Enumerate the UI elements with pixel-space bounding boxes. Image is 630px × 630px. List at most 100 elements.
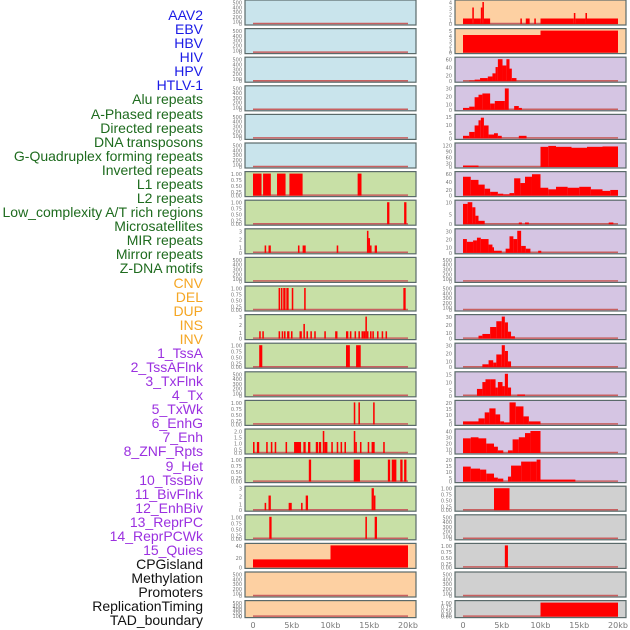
y-tick-label: 300 (232, 268, 242, 274)
bar (514, 178, 521, 196)
bar (494, 488, 510, 511)
y-tick-label: 500 (442, 515, 452, 521)
bar (489, 408, 496, 425)
bar (305, 495, 309, 511)
y-tick-label: 0 (449, 222, 452, 228)
bar (534, 18, 536, 24)
bar (540, 479, 576, 482)
bar (324, 331, 326, 339)
panel-background (244, 199, 417, 226)
y-tick-label: 100 (442, 306, 452, 312)
y-tick-label: 2 (449, 44, 452, 50)
y-tick-label: 300 (232, 608, 242, 614)
bar (474, 125, 479, 139)
bar (463, 107, 470, 110)
y-tick-label: 3 (239, 315, 242, 321)
y-tick-label: 100 (232, 77, 242, 83)
bar (294, 442, 302, 453)
y-tick-label: 0.75 (231, 521, 242, 527)
y-tick-label: 300 (232, 96, 242, 102)
bar (500, 421, 505, 425)
row-label: Directed repeats (100, 119, 203, 136)
y-tick-label: 15 (446, 407, 452, 413)
y-tick-label: 0 (449, 308, 452, 314)
bar (507, 476, 512, 482)
y-tick-label: 20 (446, 352, 452, 358)
track-panel-right: 30 20 100 (446, 228, 627, 257)
bar (497, 59, 503, 82)
bar (483, 18, 491, 24)
track-panel-right: 30 20 100 (446, 314, 627, 343)
bar (494, 133, 498, 139)
y-tick-label: 400 (442, 291, 452, 297)
bar (502, 65, 507, 82)
bar (610, 189, 618, 196)
panel-background (244, 399, 417, 426)
bar (587, 18, 618, 24)
bar (509, 236, 514, 253)
y-tick-label: 20 (446, 94, 452, 100)
y-tick-label: 200 (232, 158, 242, 164)
track-panel-right: 15 10 50 (446, 113, 627, 142)
y-tick-label: 500 (232, 115, 242, 121)
bar (497, 478, 504, 482)
bar (266, 442, 268, 453)
bar (486, 473, 494, 482)
y-tick-label: 60 (446, 172, 452, 178)
y-tick-label: 200 (442, 301, 452, 307)
y-tick-label: 500 (232, 258, 242, 264)
bar (504, 322, 508, 339)
bar (264, 245, 267, 253)
track-panel-left: 2.01.51.00.50.0 (234, 428, 417, 457)
bar (478, 184, 485, 196)
y-tick-label: 10 (446, 102, 452, 108)
bar (504, 373, 508, 396)
y-tick-label: 0.50 (441, 556, 452, 562)
panel-background (244, 28, 417, 55)
track-panel-left: 1.000.750.500.250.00 (231, 399, 417, 428)
y-tick-label: 15 (446, 464, 452, 470)
bar (521, 461, 531, 482)
y-tick-label: 30 (446, 86, 452, 92)
panel-background (454, 571, 627, 598)
y-tick-label: 20 (236, 556, 242, 562)
y-tick-label: 0.75 (231, 178, 242, 184)
y-tick-label: 200 (232, 101, 242, 107)
bar (253, 559, 331, 568)
panel-background (454, 256, 627, 283)
y-tick-label: 0 (449, 537, 452, 543)
bar (365, 516, 367, 539)
bar (400, 459, 403, 482)
y-tick-label: 0 (239, 394, 242, 400)
y-tick-label: 3 (449, 39, 452, 45)
y-tick-label: 0 (449, 279, 452, 285)
bar (349, 331, 352, 339)
bar (490, 327, 497, 339)
bar (484, 412, 490, 425)
bar (469, 131, 475, 139)
bar (308, 459, 312, 482)
y-tick-label: 1.00 (231, 287, 242, 293)
bar (377, 331, 379, 339)
track-panel-right: 10 5 0 (446, 199, 627, 228)
y-tick-label: 30 (446, 315, 452, 321)
y-tick-label: 0 (239, 108, 242, 114)
bar (374, 245, 377, 253)
y-tick-label: 400 (232, 377, 242, 383)
bar (463, 438, 471, 453)
y-tick-label: 0 (239, 279, 242, 285)
bar (505, 248, 510, 253)
y-tick-label: 1 (449, 19, 452, 25)
y-tick-label: 100 (232, 592, 242, 598)
y-tick-label: 15 (446, 115, 452, 121)
y-tick-label: 500 (442, 287, 452, 293)
y-tick-label: 0.75 (441, 605, 452, 611)
y-tick-label: 1.00 (231, 201, 242, 207)
bar (480, 469, 487, 482)
bar (476, 237, 481, 253)
track-panel-left: 1.000.750.500.250.00 (231, 285, 417, 314)
bar (253, 442, 255, 453)
row-label: HTLV-1 (156, 77, 203, 94)
